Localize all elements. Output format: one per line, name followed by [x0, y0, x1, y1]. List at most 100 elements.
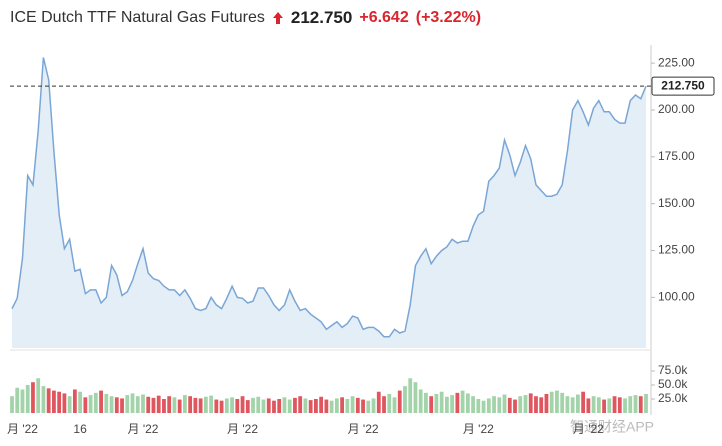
volume-bar	[287, 399, 292, 413]
volume-bar	[15, 387, 20, 413]
volume-bar	[455, 392, 460, 413]
volume-bar	[492, 396, 496, 413]
volume-bar	[20, 389, 25, 413]
x-tick-label: 月 '22	[348, 422, 379, 436]
y-tick-label: 175.00	[658, 149, 695, 163]
change-pct: (+3.22%)	[415, 9, 482, 26]
volume-bar	[644, 393, 648, 413]
x-tick-label: 月 '22	[7, 422, 38, 436]
volume-bar	[633, 395, 638, 413]
volume-bar	[251, 397, 255, 413]
volume-bar	[581, 391, 586, 413]
volume-bar	[534, 396, 538, 413]
volume-bar	[114, 397, 119, 413]
volume-bar	[340, 397, 344, 413]
volume-bar	[88, 395, 93, 413]
volume-bar	[83, 397, 88, 413]
volume-bar	[282, 397, 287, 413]
volume-bar	[120, 398, 124, 413]
last-price-box	[651, 76, 715, 96]
volume-bar	[240, 396, 245, 413]
volume-bar	[366, 400, 371, 413]
volume-bar	[465, 393, 470, 413]
volume-bar	[314, 399, 318, 413]
volume-bar	[183, 395, 187, 413]
volume-bar	[57, 391, 62, 413]
title: ICE Dutch TTF Natural Gas Futures	[10, 9, 265, 26]
volume-bar	[476, 399, 481, 413]
y-tick-label: 125.00	[658, 243, 695, 257]
volume-bar	[334, 398, 339, 413]
y-tick-label: 100.00	[658, 290, 695, 304]
y-tick-label: 150.00	[658, 196, 695, 210]
y-tick-label: 200.00	[658, 102, 695, 116]
volume-bar	[146, 396, 151, 413]
volume-bar	[188, 396, 193, 413]
volume-bar	[602, 399, 606, 413]
volume-bar	[444, 396, 449, 413]
volume-bar	[193, 397, 198, 413]
volume-bar	[324, 399, 329, 413]
volume-bar	[408, 378, 413, 413]
y2-tick-label: 25.0k	[658, 391, 688, 405]
volume-bar	[78, 391, 83, 413]
volume-bar	[638, 396, 643, 413]
up-arrow	[272, 12, 283, 24]
volume-bar	[612, 396, 617, 413]
volume-bar	[486, 398, 491, 413]
volume-bar	[555, 390, 559, 413]
volume-bar	[130, 393, 135, 413]
volume-bar	[10, 396, 14, 413]
volume-bar	[167, 396, 172, 413]
volume-bar	[544, 393, 549, 413]
volume-bar	[397, 390, 402, 413]
volume-bar	[513, 399, 517, 413]
volume-bar	[387, 393, 392, 413]
volume-bar	[575, 394, 580, 413]
volume-bar	[460, 390, 465, 413]
volume-bar	[135, 396, 140, 413]
volume-bar	[481, 400, 486, 413]
volume-bar	[266, 398, 271, 413]
volume-bar	[293, 397, 297, 413]
volume-bar	[382, 396, 386, 413]
x-tick-label: 16	[73, 422, 87, 436]
volume-bar	[261, 399, 266, 413]
volume-bar	[623, 398, 627, 413]
x-tick-label: 月 '22	[127, 422, 158, 436]
volume-bar	[591, 396, 596, 413]
volume-bar	[125, 395, 130, 413]
volume-bar	[617, 397, 622, 413]
volume-bar	[628, 396, 633, 413]
volume-bar	[52, 390, 56, 413]
volume-bar	[560, 392, 565, 413]
volume-bar	[162, 399, 166, 413]
volume-bar	[424, 392, 428, 413]
volume-bar	[371, 398, 376, 413]
y2-tick-label: 50.0k	[658, 377, 688, 391]
volume-bar	[345, 399, 350, 413]
volume-bar	[528, 393, 533, 413]
volume-bar	[245, 400, 250, 413]
change: +6.642	[359, 9, 409, 26]
volume-bar	[596, 397, 601, 413]
volume-bar	[177, 399, 182, 413]
volume-bar	[224, 398, 229, 413]
volume-bar	[497, 397, 502, 413]
price-line	[11, 57, 647, 338]
volume-bar	[303, 398, 308, 413]
volume-bar	[109, 396, 114, 413]
volume-bar	[25, 385, 30, 413]
volume-bar	[235, 399, 240, 413]
last-price: 212.750	[290, 8, 353, 27]
volume-bar	[308, 400, 313, 413]
price-area	[12, 57, 646, 348]
volume-bar	[418, 389, 423, 413]
volume-bar	[392, 397, 397, 413]
volume-bar	[272, 400, 276, 413]
volume-bar	[104, 393, 109, 413]
x-tick-label: 月 '22	[573, 422, 604, 436]
volume-bar	[62, 393, 67, 413]
volume-bar	[413, 382, 418, 413]
